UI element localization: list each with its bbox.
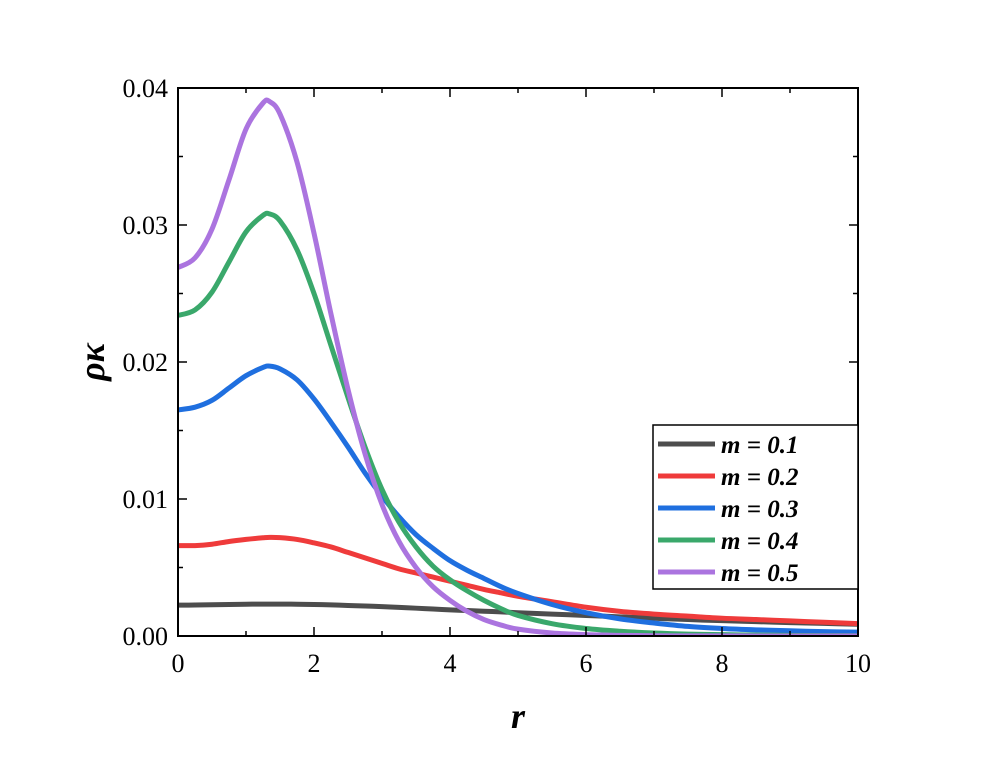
x-tick-label: 6 <box>580 649 593 678</box>
y-tick-label: 0.02 <box>123 348 169 377</box>
legend-label: m = 0.5 <box>721 560 798 587</box>
x-tick-label: 0 <box>172 649 185 678</box>
x-tick-label: 10 <box>845 649 871 678</box>
x-tick-label: 8 <box>716 649 729 678</box>
x-tick-label: 4 <box>444 649 457 678</box>
y-tick-label: 0.00 <box>123 622 169 651</box>
series-line-1 <box>178 601 858 627</box>
y-tick-label: 0.03 <box>123 211 169 240</box>
ticks-layer: 0 2 4 6 8 10 0.00 0.01 0.02 0.03 0.04 <box>123 74 872 678</box>
legend-label: m = 0.2 <box>721 464 798 491</box>
legend-label: m = 0.3 <box>721 496 798 523</box>
x-tick-label: 2 <box>308 649 321 678</box>
series-line-3 <box>178 363 858 635</box>
legend-label: m = 0.1 <box>721 432 798 459</box>
legend-label: m = 0.4 <box>721 528 798 555</box>
y-tick-label: 0.01 <box>123 485 169 514</box>
y-tick-label: 0.04 <box>123 74 169 103</box>
y-axis-label: ρκ <box>72 342 112 382</box>
x-axis-label: r <box>511 696 526 736</box>
legend: m = 0.1 m = 0.2 m = 0.3 m = 0.4 m = 0.5 <box>652 424 859 590</box>
